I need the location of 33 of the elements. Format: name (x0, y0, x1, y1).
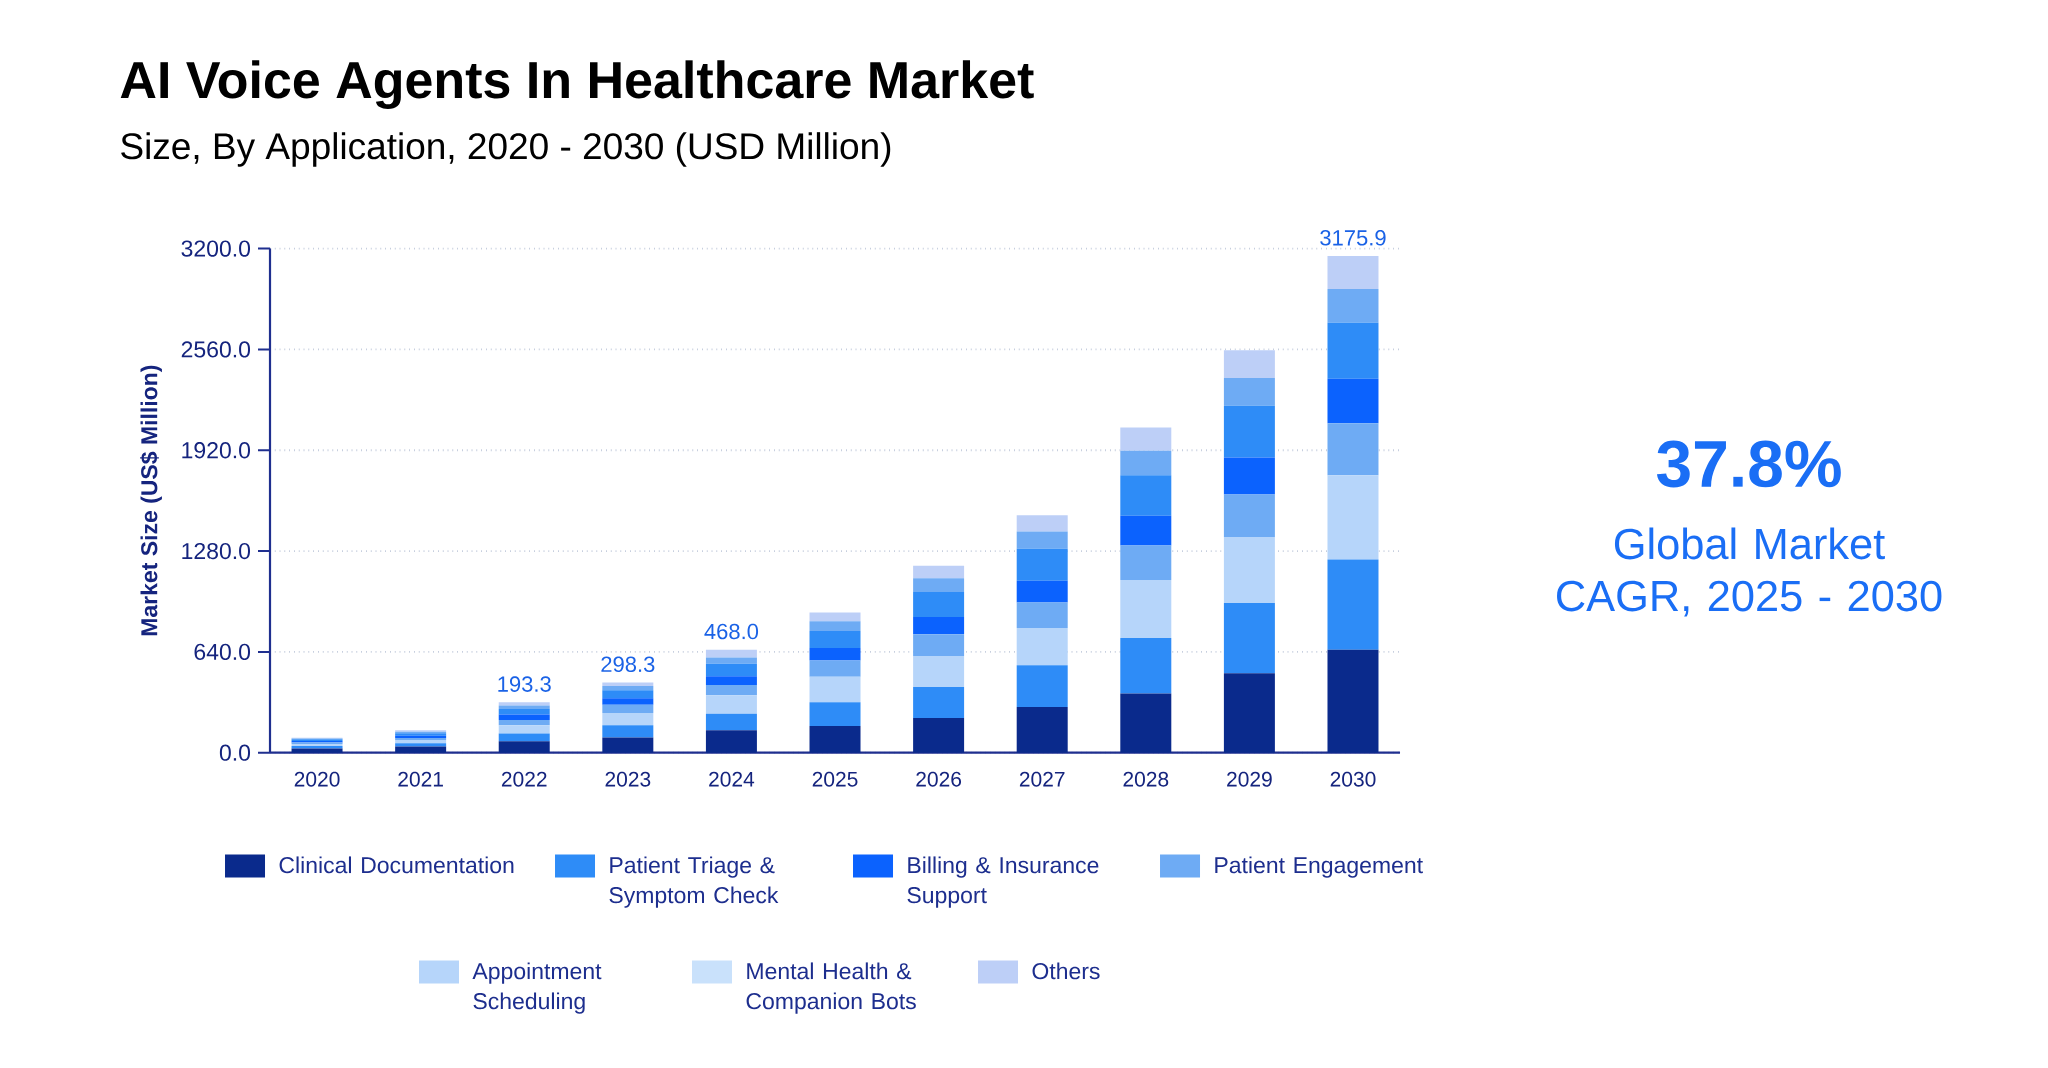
chart-title: AI Voice Agents In Healthcare Market (120, 60, 1034, 109)
legend-label: Mental Health & Companion Bots (746, 962, 916, 1014)
x-tick-label: 2025 (812, 771, 858, 787)
x-tick-label: 2026 (916, 771, 962, 787)
legend-label: Appointment Scheduling (472, 962, 602, 1014)
y-tick-label: 3200.0 (181, 240, 251, 257)
annotation: 3175.9 (1320, 230, 1386, 246)
legend-label: Patient Engagement (1215, 856, 1423, 878)
legend-label: Billing & Insurance Support (907, 856, 1099, 908)
annotation: 193.3 (498, 676, 551, 692)
x-tick-label: 2027 (1019, 771, 1065, 787)
annotation: 298.3 (601, 656, 655, 673)
text: 37.8% (1656, 440, 1841, 488)
legend-label: Others (1032, 962, 1100, 980)
annotation: 468.0 (704, 623, 759, 640)
y-tick-label: 2560.0 (181, 341, 251, 358)
x-tick-label: 2020 (294, 771, 340, 787)
x-tick-label: 2030 (1330, 771, 1376, 787)
legend-label: Patient Triage & Symptom Check (609, 856, 779, 908)
x-tick-label: 2022 (501, 771, 547, 787)
y-axis-title: Market Size (US$ Million) (140, 365, 162, 636)
y-tick-label: 640.0 (194, 643, 251, 661)
y-tick-label: 0.0 (219, 744, 251, 761)
x-tick-label: 2023 (605, 771, 651, 787)
x-tick-label: 2024 (709, 771, 755, 787)
y-tick-label: 1920.0 (182, 442, 251, 459)
x-tick-label: 2028 (1123, 771, 1169, 787)
x-tick-label: 2021 (398, 771, 443, 787)
x-tick-label: 2029 (1227, 771, 1272, 787)
legend-label: Clinical Documentation (279, 856, 514, 874)
text: Global Market CAGR, 2025 - 2030 (1557, 527, 1942, 617)
y-tick-label: 1280.0 (182, 542, 251, 560)
chart-subtitle: Size, By Application, 2020 - 2030 (USD Million) (121, 132, 891, 167)
